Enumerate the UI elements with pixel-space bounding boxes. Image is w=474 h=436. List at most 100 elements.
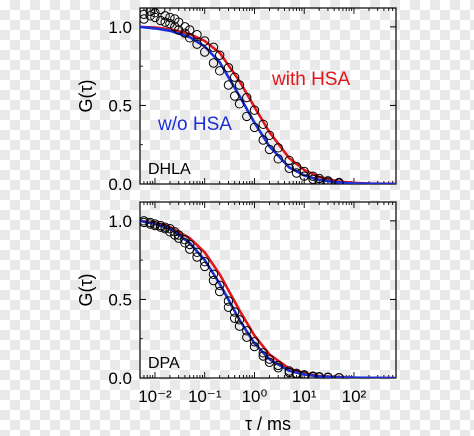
data-point	[229, 91, 240, 101]
data-point	[150, 8, 160, 18]
data-point	[229, 313, 240, 323]
data-point	[208, 58, 219, 68]
y-tick-label: 1.0	[108, 18, 132, 37]
panel-label: DPA	[148, 355, 180, 372]
data-point	[258, 351, 268, 361]
x-tick-label: 10²	[342, 387, 367, 406]
data-point	[208, 42, 219, 52]
fit-line	[140, 25, 396, 184]
data-point	[234, 99, 245, 109]
data-point	[150, 220, 160, 231]
plot-frame	[139, 7, 397, 185]
data-point	[140, 14, 149, 24]
data-point	[150, 12, 160, 23]
data-point	[223, 80, 234, 90]
data-point	[214, 50, 225, 60]
data-point	[264, 144, 275, 155]
y-tick-label: 0.5	[108, 290, 132, 309]
x-tick-label: 10⁻¹	[188, 387, 222, 406]
data-point	[160, 17, 170, 27]
data-area	[140, 216, 396, 378]
data-area	[140, 8, 396, 184]
data-point	[229, 307, 240, 317]
data-point	[165, 12, 175, 23]
data-point	[155, 222, 166, 232]
data-point	[165, 19, 175, 29]
data-point	[242, 92, 252, 103]
data-point	[174, 230, 184, 240]
data-point	[140, 9, 149, 19]
data-point	[291, 369, 302, 378]
data-point	[314, 173, 324, 184]
data-point	[258, 119, 268, 129]
data-point	[145, 8, 155, 16]
data-point	[242, 111, 252, 122]
data-point	[185, 239, 195, 250]
series-label: w/o HSA	[157, 114, 232, 135]
plot-frame	[139, 201, 397, 379]
data-point	[273, 360, 283, 371]
panel-dpa: 0.0 0.5 1.0 10⁻² 10⁻¹ 10⁰ 10¹ 10² G(τ) τ / ms DPA	[76, 201, 397, 434]
data-point	[185, 244, 195, 254]
data-point	[214, 286, 225, 297]
data-point	[200, 257, 210, 267]
data-point	[234, 80, 245, 90]
data-point	[200, 36, 210, 46]
data-point	[208, 275, 219, 286]
data-point	[308, 174, 318, 184]
data-point	[323, 372, 333, 378]
data-point	[145, 11, 155, 21]
data-point	[264, 130, 275, 140]
data-point	[264, 357, 275, 367]
data-point	[258, 348, 268, 358]
data-point	[185, 33, 195, 43]
data-point	[234, 321, 245, 331]
x-tick-label: 10⁰	[242, 387, 268, 406]
data-point	[185, 25, 195, 35]
data-point	[180, 22, 190, 32]
panel-label: DHLA	[148, 161, 191, 178]
x-tick-label: 10¹	[292, 387, 317, 406]
data-point	[200, 47, 210, 57]
data-point	[214, 66, 225, 76]
data-point	[165, 224, 175, 234]
data-point	[314, 176, 324, 184]
data-point	[234, 315, 245, 325]
data-point	[249, 122, 260, 133]
data-point	[229, 72, 240, 82]
data-point	[242, 332, 252, 342]
series-label: with HSA	[271, 69, 350, 90]
data-point	[284, 163, 294, 173]
y-tick-label: 0.0	[108, 175, 132, 194]
data-point	[160, 224, 170, 234]
data-point	[308, 372, 318, 378]
data-point	[192, 39, 202, 49]
data-point	[192, 252, 202, 262]
data-point	[180, 238, 190, 248]
data-point	[299, 171, 309, 181]
data-point	[273, 143, 283, 153]
data-point	[145, 219, 155, 229]
data-point	[155, 15, 166, 26]
data-point	[273, 363, 283, 373]
data-point	[200, 261, 210, 272]
data-point	[264, 354, 275, 364]
y-tick-label: 0.0	[108, 369, 132, 388]
data-point	[174, 25, 184, 35]
x-tick-label: 10⁻²	[138, 387, 172, 406]
data-point	[223, 302, 234, 312]
data-point	[155, 8, 166, 15]
data-point	[291, 168, 302, 178]
data-point	[165, 227, 175, 237]
data-point	[140, 217, 149, 228]
data-point	[334, 373, 344, 378]
data-point	[334, 178, 344, 184]
y-axis-label: G(τ)	[76, 79, 96, 112]
data-point	[273, 154, 283, 164]
data-point	[284, 367, 294, 378]
data-point	[174, 233, 184, 243]
data-point	[249, 337, 260, 347]
data-point	[242, 326, 252, 336]
data-point	[223, 296, 234, 306]
